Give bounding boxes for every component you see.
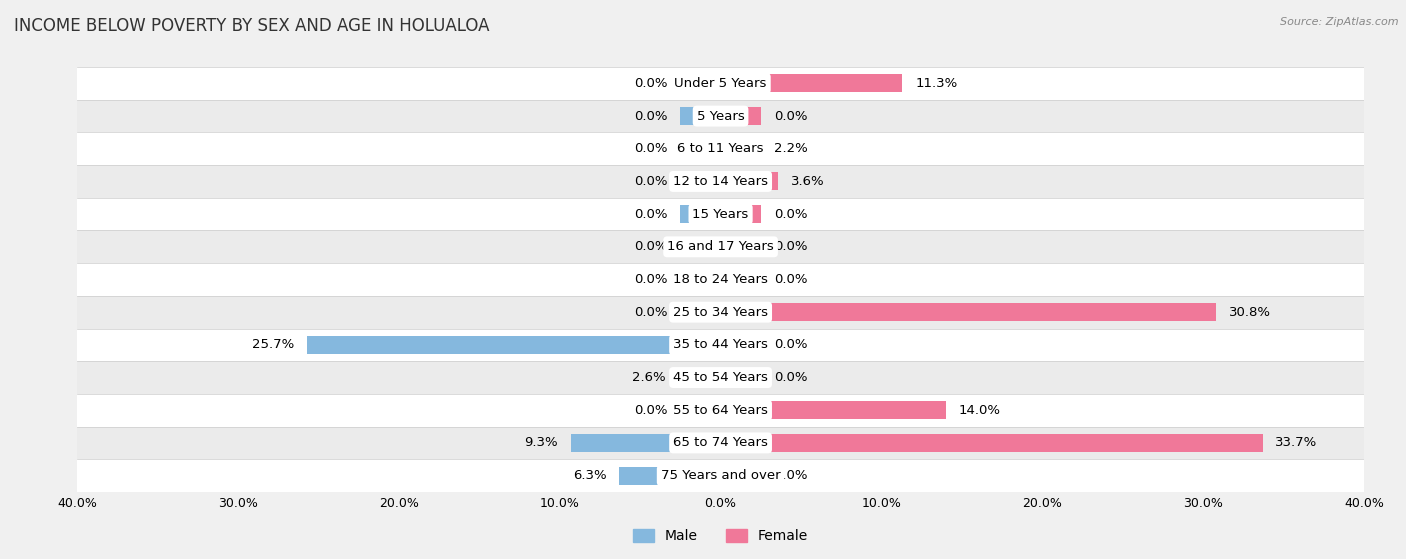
Bar [77, 296, 1364, 329]
Bar [77, 165, 1364, 198]
Bar [681, 140, 721, 158]
Bar [308, 336, 721, 354]
Bar [77, 361, 1364, 394]
Text: 11.3%: 11.3% [915, 77, 957, 90]
Text: 33.7%: 33.7% [1275, 437, 1317, 449]
Text: 12 to 14 Years: 12 to 14 Years [673, 175, 768, 188]
Text: 65 to 74 Years: 65 to 74 Years [673, 437, 768, 449]
Text: Under 5 Years: Under 5 Years [675, 77, 766, 90]
Text: 0.0%: 0.0% [634, 110, 668, 122]
Bar [721, 303, 1216, 321]
Bar [681, 173, 721, 191]
Bar [679, 368, 721, 386]
Text: 0.0%: 0.0% [773, 240, 807, 253]
Bar [681, 271, 721, 288]
Bar [77, 132, 1364, 165]
Bar [77, 427, 1364, 459]
Text: 30.8%: 30.8% [1229, 306, 1271, 319]
Text: 9.3%: 9.3% [524, 437, 558, 449]
Text: 14.0%: 14.0% [959, 404, 1001, 416]
Text: 35 to 44 Years: 35 to 44 Years [673, 338, 768, 352]
Bar [681, 74, 721, 92]
Bar [681, 303, 721, 321]
Bar [77, 67, 1364, 100]
Text: 0.0%: 0.0% [773, 110, 807, 122]
Text: 6 to 11 Years: 6 to 11 Years [678, 143, 763, 155]
Text: 0.0%: 0.0% [634, 273, 668, 286]
Text: 0.0%: 0.0% [773, 371, 807, 384]
Bar [721, 173, 779, 191]
Bar [721, 140, 761, 158]
Text: 5 Years: 5 Years [697, 110, 744, 122]
Text: 45 to 54 Years: 45 to 54 Years [673, 371, 768, 384]
Text: 0.0%: 0.0% [634, 404, 668, 416]
Text: 0.0%: 0.0% [773, 338, 807, 352]
Bar [721, 107, 761, 125]
Bar [721, 467, 761, 485]
Text: 0.0%: 0.0% [773, 469, 807, 482]
Bar [721, 336, 761, 354]
Bar [721, 271, 761, 288]
Text: 25.7%: 25.7% [252, 338, 294, 352]
Text: 0.0%: 0.0% [634, 143, 668, 155]
Text: 15 Years: 15 Years [692, 207, 749, 221]
Bar [721, 74, 903, 92]
Bar [571, 434, 721, 452]
Text: Source: ZipAtlas.com: Source: ZipAtlas.com [1281, 17, 1399, 27]
Bar [77, 198, 1364, 230]
Bar [681, 238, 721, 256]
Bar [721, 401, 946, 419]
Text: 3.6%: 3.6% [792, 175, 825, 188]
Text: 18 to 24 Years: 18 to 24 Years [673, 273, 768, 286]
Text: 0.0%: 0.0% [634, 175, 668, 188]
Bar [77, 394, 1364, 427]
Text: 2.2%: 2.2% [773, 143, 807, 155]
Text: 0.0%: 0.0% [773, 207, 807, 221]
Text: 0.0%: 0.0% [634, 207, 668, 221]
Bar [77, 263, 1364, 296]
Text: 0.0%: 0.0% [773, 273, 807, 286]
Text: 16 and 17 Years: 16 and 17 Years [668, 240, 773, 253]
Bar [721, 238, 761, 256]
Text: 75 Years and over: 75 Years and over [661, 469, 780, 482]
Bar [77, 100, 1364, 132]
Text: 25 to 34 Years: 25 to 34 Years [673, 306, 768, 319]
Text: INCOME BELOW POVERTY BY SEX AND AGE IN HOLUALOA: INCOME BELOW POVERTY BY SEX AND AGE IN H… [14, 17, 489, 35]
Bar [721, 368, 761, 386]
Text: 0.0%: 0.0% [634, 77, 668, 90]
Bar [721, 205, 761, 223]
Bar [77, 459, 1364, 492]
Legend: Male, Female: Male, Female [627, 524, 814, 549]
Bar [619, 467, 721, 485]
Text: 2.6%: 2.6% [633, 371, 666, 384]
Bar [681, 401, 721, 419]
Bar [77, 230, 1364, 263]
Text: 6.3%: 6.3% [572, 469, 606, 482]
Text: 0.0%: 0.0% [634, 240, 668, 253]
Bar [721, 434, 1263, 452]
Bar [681, 205, 721, 223]
Text: 55 to 64 Years: 55 to 64 Years [673, 404, 768, 416]
Bar [77, 329, 1364, 361]
Text: 0.0%: 0.0% [634, 306, 668, 319]
Bar [681, 107, 721, 125]
